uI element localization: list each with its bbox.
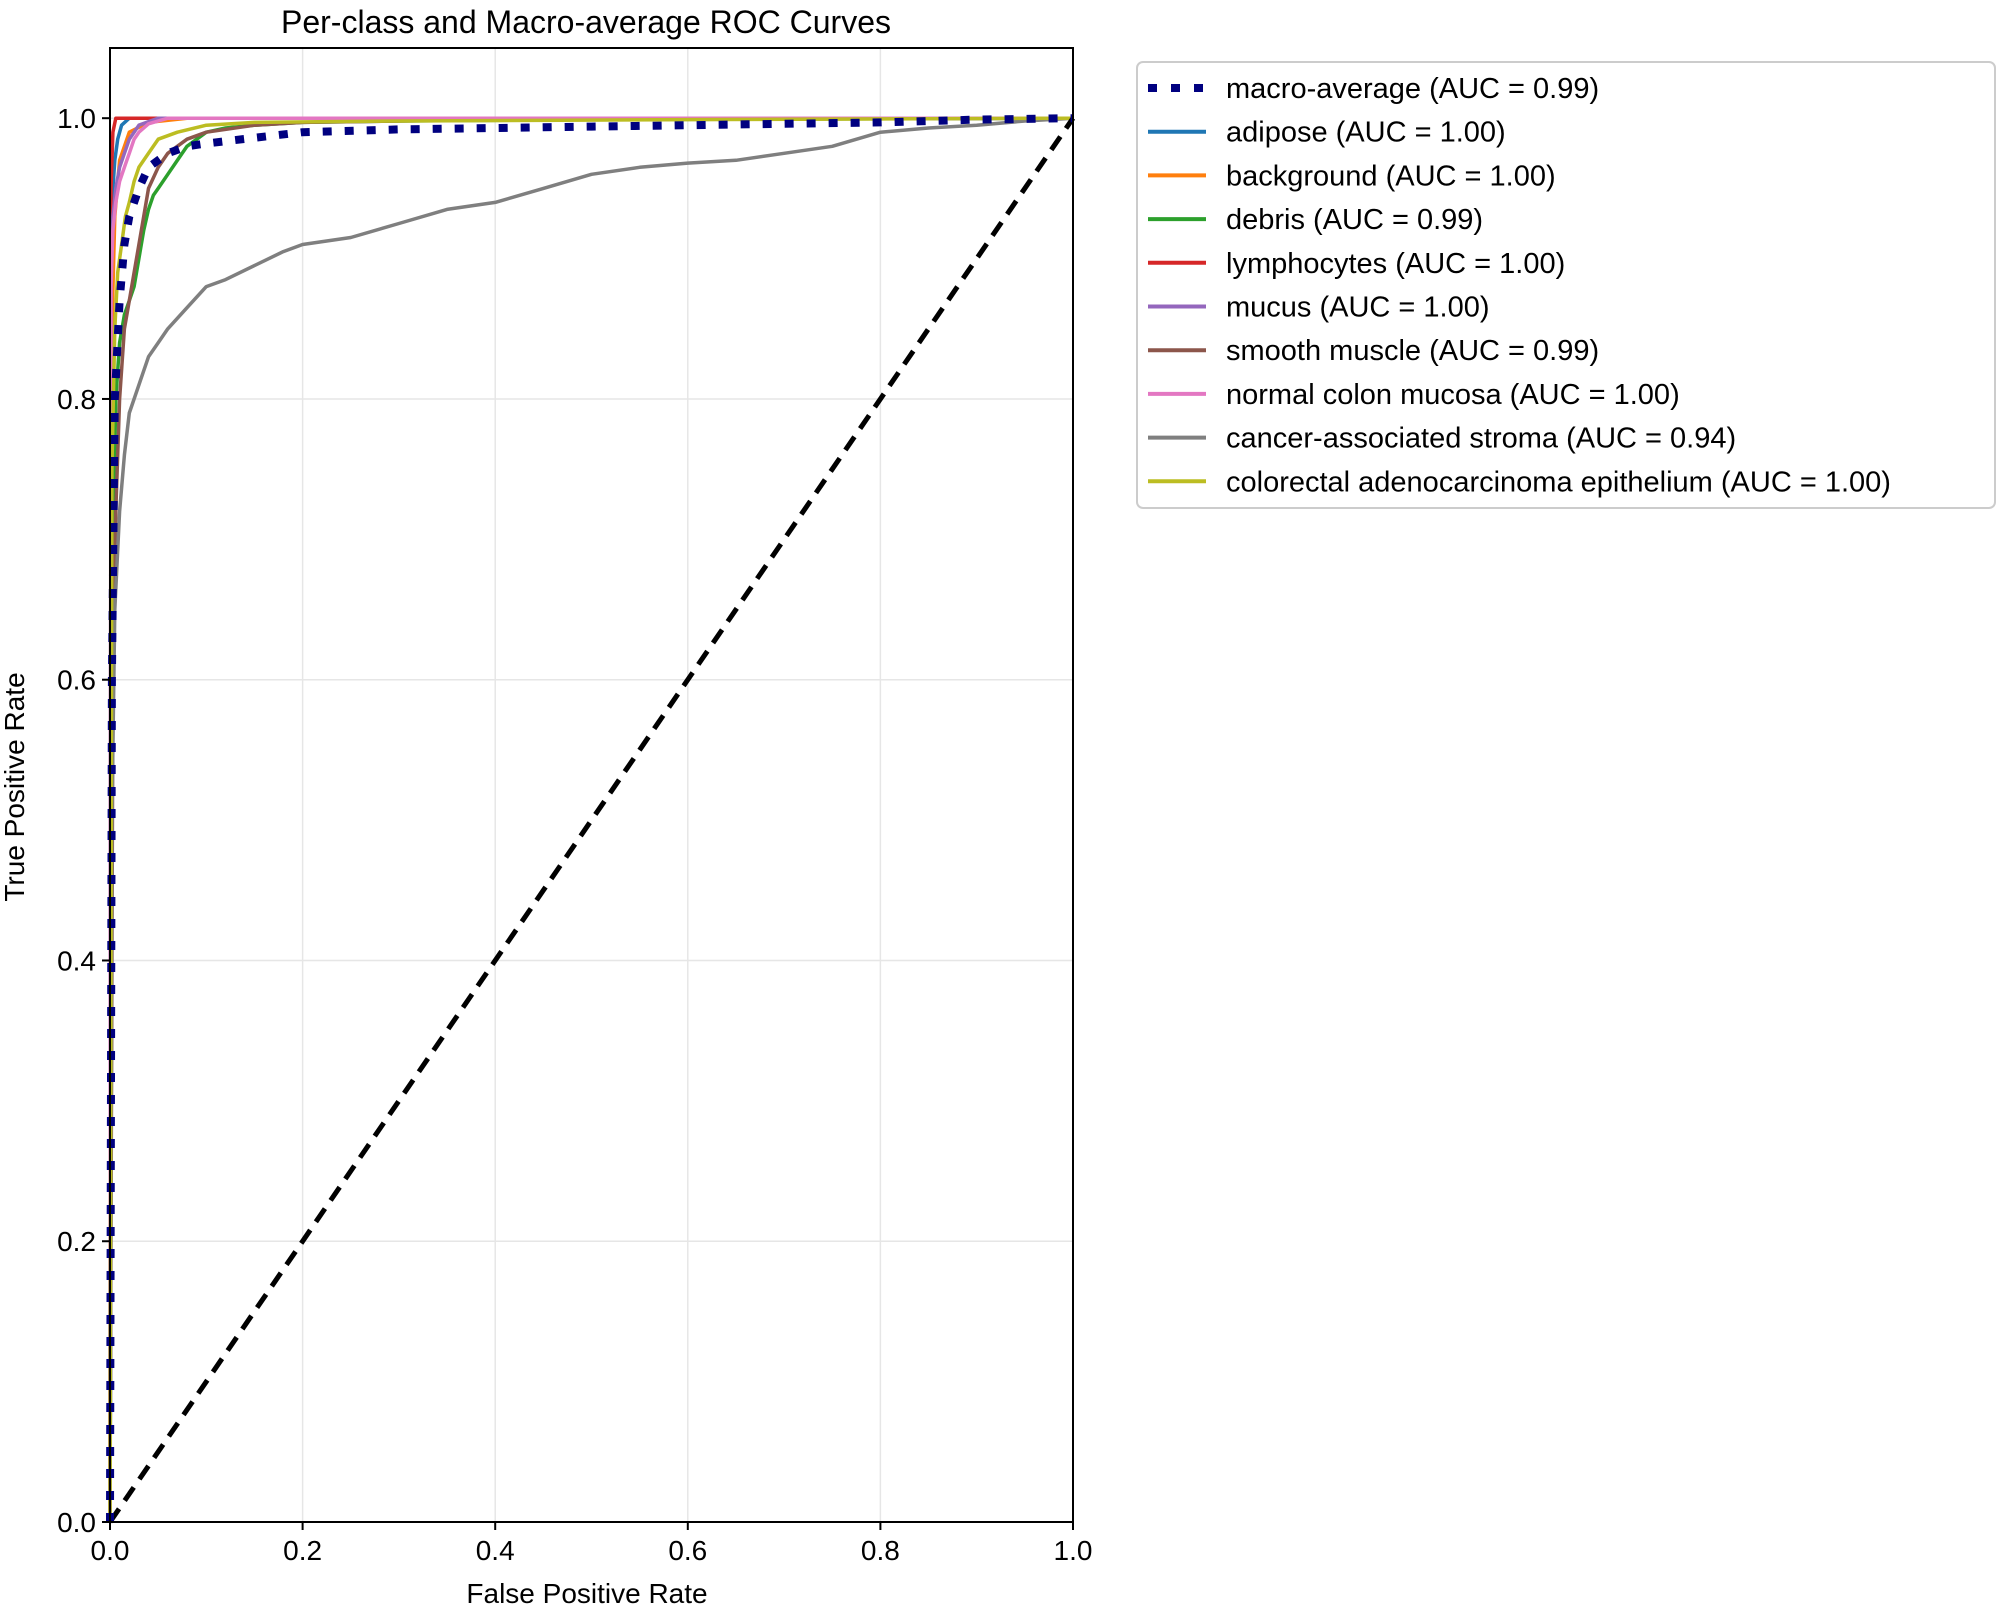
series-line-smooth-muscle [108,116,1074,1523]
y-axis-ticks: 0.0 0.2 0.4 0.6 0.8 1.0 [57,103,110,1538]
x-tick-label: 0.8 [861,1535,900,1566]
series-line-macro-average [106,114,1074,1523]
y-tick-label: 0.6 [57,665,96,696]
x-axis-label: False Positive Rate [466,1578,707,1604]
x-tick-label: 0.0 [91,1535,130,1566]
legend-label-debris: debris (AUC = 0.99) [1226,204,1483,236]
x-tick-label: 0.6 [668,1535,707,1566]
series-line-background [108,116,1073,1523]
x-axis-ticks: 0.0 0.2 0.4 0.6 0.8 1.0 [91,1522,1093,1566]
y-tick-label: 0.4 [57,945,96,976]
y-tick-label: 0.2 [57,1226,96,1257]
legend-label-adipose: adipose (AUC = 1.00) [1226,117,1506,149]
x-tick-label: 0.4 [476,1535,515,1566]
plot-frame [109,47,1074,1523]
y-tick-label: 0.0 [57,1507,96,1538]
y-tick-label: 1.0 [57,103,96,134]
legend-label-macro-average: macro-average (AUC = 0.99) [1226,73,1599,105]
legend-label-mucus: mucus (AUC = 1.00) [1226,292,1490,324]
series-lines [106,114,1076,1524]
series-line-normal-colon-mucosa [108,116,1073,1523]
legend-label-lymphocytes: lymphocytes (AUC = 1.00) [1226,248,1565,280]
legend-label-cancer-associated-stroma: cancer-associated stroma (AUC = 0.94) [1226,423,1736,455]
series-line-mucus [108,116,1073,1523]
legend-label-colorectal-adenocarcinoma-epithelium: colorectal adenocarcinoma epithelium (AU… [1226,466,1891,498]
series-line-adipose [108,116,1073,1523]
series-line-lymphocytes [108,116,1073,1523]
series-line-colorectal-adenocarcinoma-epithelium [108,116,1074,1523]
series-line-chance [107,116,1076,1524]
y-tick-label: 0.8 [57,384,96,415]
series-line-debris [108,116,1074,1523]
legend-box [1136,61,1996,509]
x-tick-label: 0.2 [283,1535,322,1566]
legend-label-smooth-muscle: smooth muscle (AUC = 0.99) [1226,335,1599,367]
series-line-cancer-associated-stroma [108,116,1074,1523]
y-axis-label: True Positive Rate [0,672,30,901]
x-tick-label: 1.0 [1054,1535,1093,1566]
grid-lines [109,48,1074,1523]
chart-title: Per-class and Macro-average ROC Curves [281,4,891,40]
legend-label-normal-colon-mucosa: normal colon mucosa (AUC = 1.00) [1226,379,1680,411]
legend: macro-average (AUC = 0.99) adipose (AUC =… [1136,61,1996,509]
legend-label-background: background (AUC = 1.00) [1226,160,1556,192]
